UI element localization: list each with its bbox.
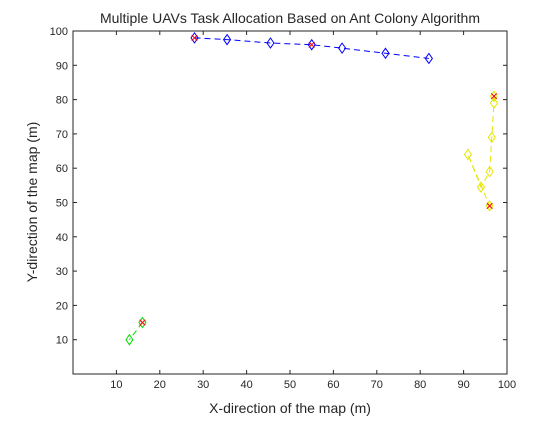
chart-title: Multiple UAVs Task Allocation Based on A… — [100, 10, 480, 26]
x-tick-label: 80 — [414, 379, 426, 391]
x-tick-label: 90 — [457, 379, 469, 391]
x-tick-label: 100 — [498, 379, 516, 391]
y-tick-label: 50 — [56, 198, 68, 210]
y-tick-label: 30 — [56, 266, 68, 278]
endpoint-cross-marker — [191, 34, 198, 42]
data-point-marker — [489, 97, 499, 109]
data-point-marker — [381, 47, 390, 60]
endpoint-cross-marker — [139, 319, 146, 326]
x-tick-label: 20 — [154, 379, 166, 391]
data-point-marker — [337, 42, 347, 55]
endpoint-cross-marker — [486, 202, 493, 210]
x-tick-label: 40 — [240, 379, 252, 391]
data-point-marker — [125, 333, 134, 346]
axis-ticks: 10 20 30 40 50 60 70 80 90 100 10 20 30 40 50 60 70 80 90 1… — [50, 26, 517, 391]
x-tick-label: 50 — [284, 379, 296, 391]
series-layer — [125, 31, 499, 346]
x-tick-label: 60 — [327, 379, 339, 391]
data-point-marker — [266, 37, 275, 49]
data-point-marker — [485, 165, 494, 178]
y-tick-label: 40 — [56, 232, 68, 244]
data-point-marker — [476, 181, 486, 193]
y-tick-label: 60 — [56, 163, 68, 175]
x-tick-label: 70 — [371, 379, 383, 391]
series-1 — [190, 31, 433, 65]
endpoint-cross-marker — [308, 41, 315, 48]
x-tick-label: 10 — [110, 379, 122, 391]
y-tick-label: 20 — [56, 300, 68, 312]
y-tick-label: 90 — [56, 60, 68, 72]
data-point-marker — [424, 52, 433, 65]
y-axis-label: Y-direction of the map (m) — [24, 122, 40, 283]
y-tick-label: 80 — [56, 95, 68, 107]
x-tick-label: 30 — [197, 379, 209, 391]
data-point-marker — [487, 131, 496, 144]
y-tick-label: 100 — [50, 26, 68, 38]
y-tick-label: 70 — [56, 129, 68, 141]
endpoint-cross-marker — [490, 93, 498, 100]
plot-area — [72, 30, 508, 375]
y-tick-label: 10 — [56, 335, 68, 347]
series-3 — [125, 316, 147, 346]
series-2 — [463, 90, 499, 212]
series-line — [467, 96, 495, 207]
data-point-marker — [222, 33, 232, 46]
data-point-marker — [463, 148, 473, 161]
series-line — [194, 37, 429, 59]
x-axis-label: X-direction of the map (m) — [209, 400, 371, 416]
